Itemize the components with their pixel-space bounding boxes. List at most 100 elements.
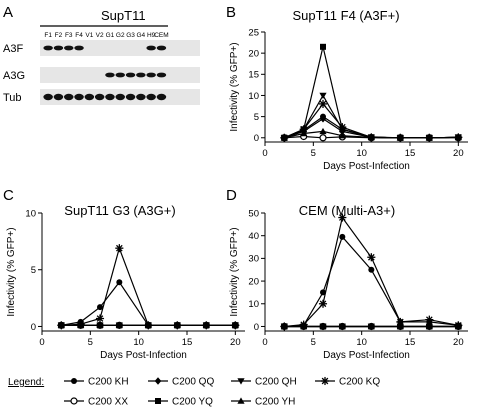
- data-point: [367, 253, 376, 262]
- y-tick-label: 30: [248, 254, 259, 265]
- legend-title: Legend:: [8, 377, 44, 388]
- y-tick-label: 10: [25, 208, 36, 219]
- chart-title: SupT11 G3 (A3G+): [64, 203, 175, 218]
- blot-band: [146, 93, 156, 101]
- data-point: [202, 321, 210, 329]
- data-point: [367, 322, 375, 330]
- data-point: [280, 134, 288, 141]
- data-point: [338, 132, 346, 139]
- data-point: [300, 129, 308, 137]
- blot-row-label: Tub: [3, 92, 22, 104]
- legend-label: C200 KQ: [339, 377, 380, 388]
- x-tick-label: 15: [182, 337, 193, 348]
- panel-letter-c: C: [3, 187, 14, 204]
- blot-band: [64, 93, 74, 101]
- legend-marker: [154, 377, 162, 385]
- legend-label: C200 YQ: [172, 397, 213, 408]
- blot-lane-label: V2: [96, 32, 104, 39]
- x-axis-label: Days Post-Infection: [323, 350, 410, 361]
- x-tick-label: 20: [453, 337, 464, 348]
- panel-letter-b: B: [226, 4, 236, 21]
- y-axis-label: Infectivity (% GFP+): [6, 227, 17, 316]
- data-point: [425, 315, 434, 324]
- y-tick-label: 5: [31, 265, 36, 276]
- blot-lane-label: F3: [65, 32, 73, 39]
- panel-letter-a: A: [3, 4, 13, 21]
- x-axis-label: Days Post-Infection: [100, 350, 187, 361]
- data-point: [339, 233, 346, 240]
- data-point: [95, 314, 105, 323]
- legend: Legend: C200 KH C200 QQ C200 QH C200 KQ C200 …: [8, 377, 380, 408]
- blot-band: [64, 45, 74, 51]
- data-point: [96, 321, 104, 329]
- legend-marker: [155, 398, 161, 404]
- data-point: [320, 289, 326, 296]
- blot-band: [146, 45, 156, 51]
- legend-marker: [237, 397, 245, 404]
- blot-band: [74, 45, 84, 51]
- data-point: [319, 134, 327, 142]
- y-tick-label: 15: [248, 70, 259, 81]
- data-point: [144, 321, 152, 329]
- data-point: [454, 322, 462, 330]
- data-point: [320, 43, 326, 50]
- x-axis-label: Days Post-Infection: [323, 161, 410, 172]
- blot-band: [105, 93, 115, 101]
- x-tick-label: 5: [311, 148, 316, 159]
- data-point: [115, 244, 124, 253]
- blot-band: [105, 72, 115, 78]
- x-tick-label: 0: [262, 337, 267, 348]
- data-point: [319, 114, 327, 123]
- data-point: [319, 322, 327, 330]
- blot-strip: [40, 40, 200, 56]
- blot-band: [43, 93, 53, 101]
- data-point: [339, 126, 346, 133]
- data-point: [231, 321, 239, 329]
- blot-lane-label: V1: [85, 32, 93, 39]
- chart-title: CEM (Multi-A3+): [299, 203, 395, 218]
- panel-letter-d: D: [226, 187, 237, 204]
- x-tick-label: 0: [39, 337, 44, 348]
- series-line: [284, 216, 459, 328]
- blot-band: [146, 72, 156, 78]
- x-tick-label: 15: [405, 337, 416, 348]
- blot-band: [136, 93, 146, 101]
- y-tick-label: 0: [254, 322, 259, 333]
- blot-band: [115, 93, 125, 101]
- blot-lane-label: G1: [106, 32, 115, 39]
- blot-row-label: A3G: [3, 70, 25, 82]
- x-tick-label: 10: [356, 337, 367, 348]
- data-point: [367, 133, 375, 141]
- data-point: [338, 213, 347, 222]
- legend-label: C200 KH: [88, 377, 129, 388]
- x-tick-label: 0: [262, 148, 267, 159]
- blot-lane-label: F4: [75, 32, 83, 39]
- legend-marker: [320, 376, 330, 386]
- blot-band: [125, 93, 136, 101]
- y-axis-label: Infectivity (% GFP+): [229, 227, 240, 316]
- data-point: [396, 322, 404, 330]
- legend-marker: [70, 397, 78, 405]
- series-line: [61, 246, 236, 326]
- data-point: [77, 321, 85, 329]
- blot-band: [156, 45, 167, 51]
- data-point: [368, 266, 375, 273]
- x-tick-label: 20: [453, 148, 464, 159]
- blot-lane-label: F2: [55, 32, 63, 39]
- data-point: [319, 92, 327, 100]
- y-tick-label: 5: [254, 112, 259, 123]
- blot-lane-label: H9: [147, 32, 156, 39]
- chart-supt11-f4: SupT11 F4 (A3F+) 0 5 10 15 20 25 0 5 10 15 20 Days P…: [229, 8, 468, 172]
- data-point: [425, 322, 433, 330]
- series-line: [284, 130, 459, 139]
- chart-title: SupT11 F4 (A3F+): [292, 8, 399, 23]
- blot-row-label: A3F: [3, 43, 23, 55]
- chart-cem: CEM (Multi-A3+) 0 10 20 30 40 50 0 5 10 15 20 Days P…: [229, 203, 468, 361]
- legend-label: C200 QQ: [172, 377, 214, 388]
- blot-band: [156, 93, 167, 101]
- legend-label: C200 YH: [255, 397, 295, 408]
- legend-label: C200 XX: [88, 397, 128, 408]
- data-point: [454, 133, 462, 141]
